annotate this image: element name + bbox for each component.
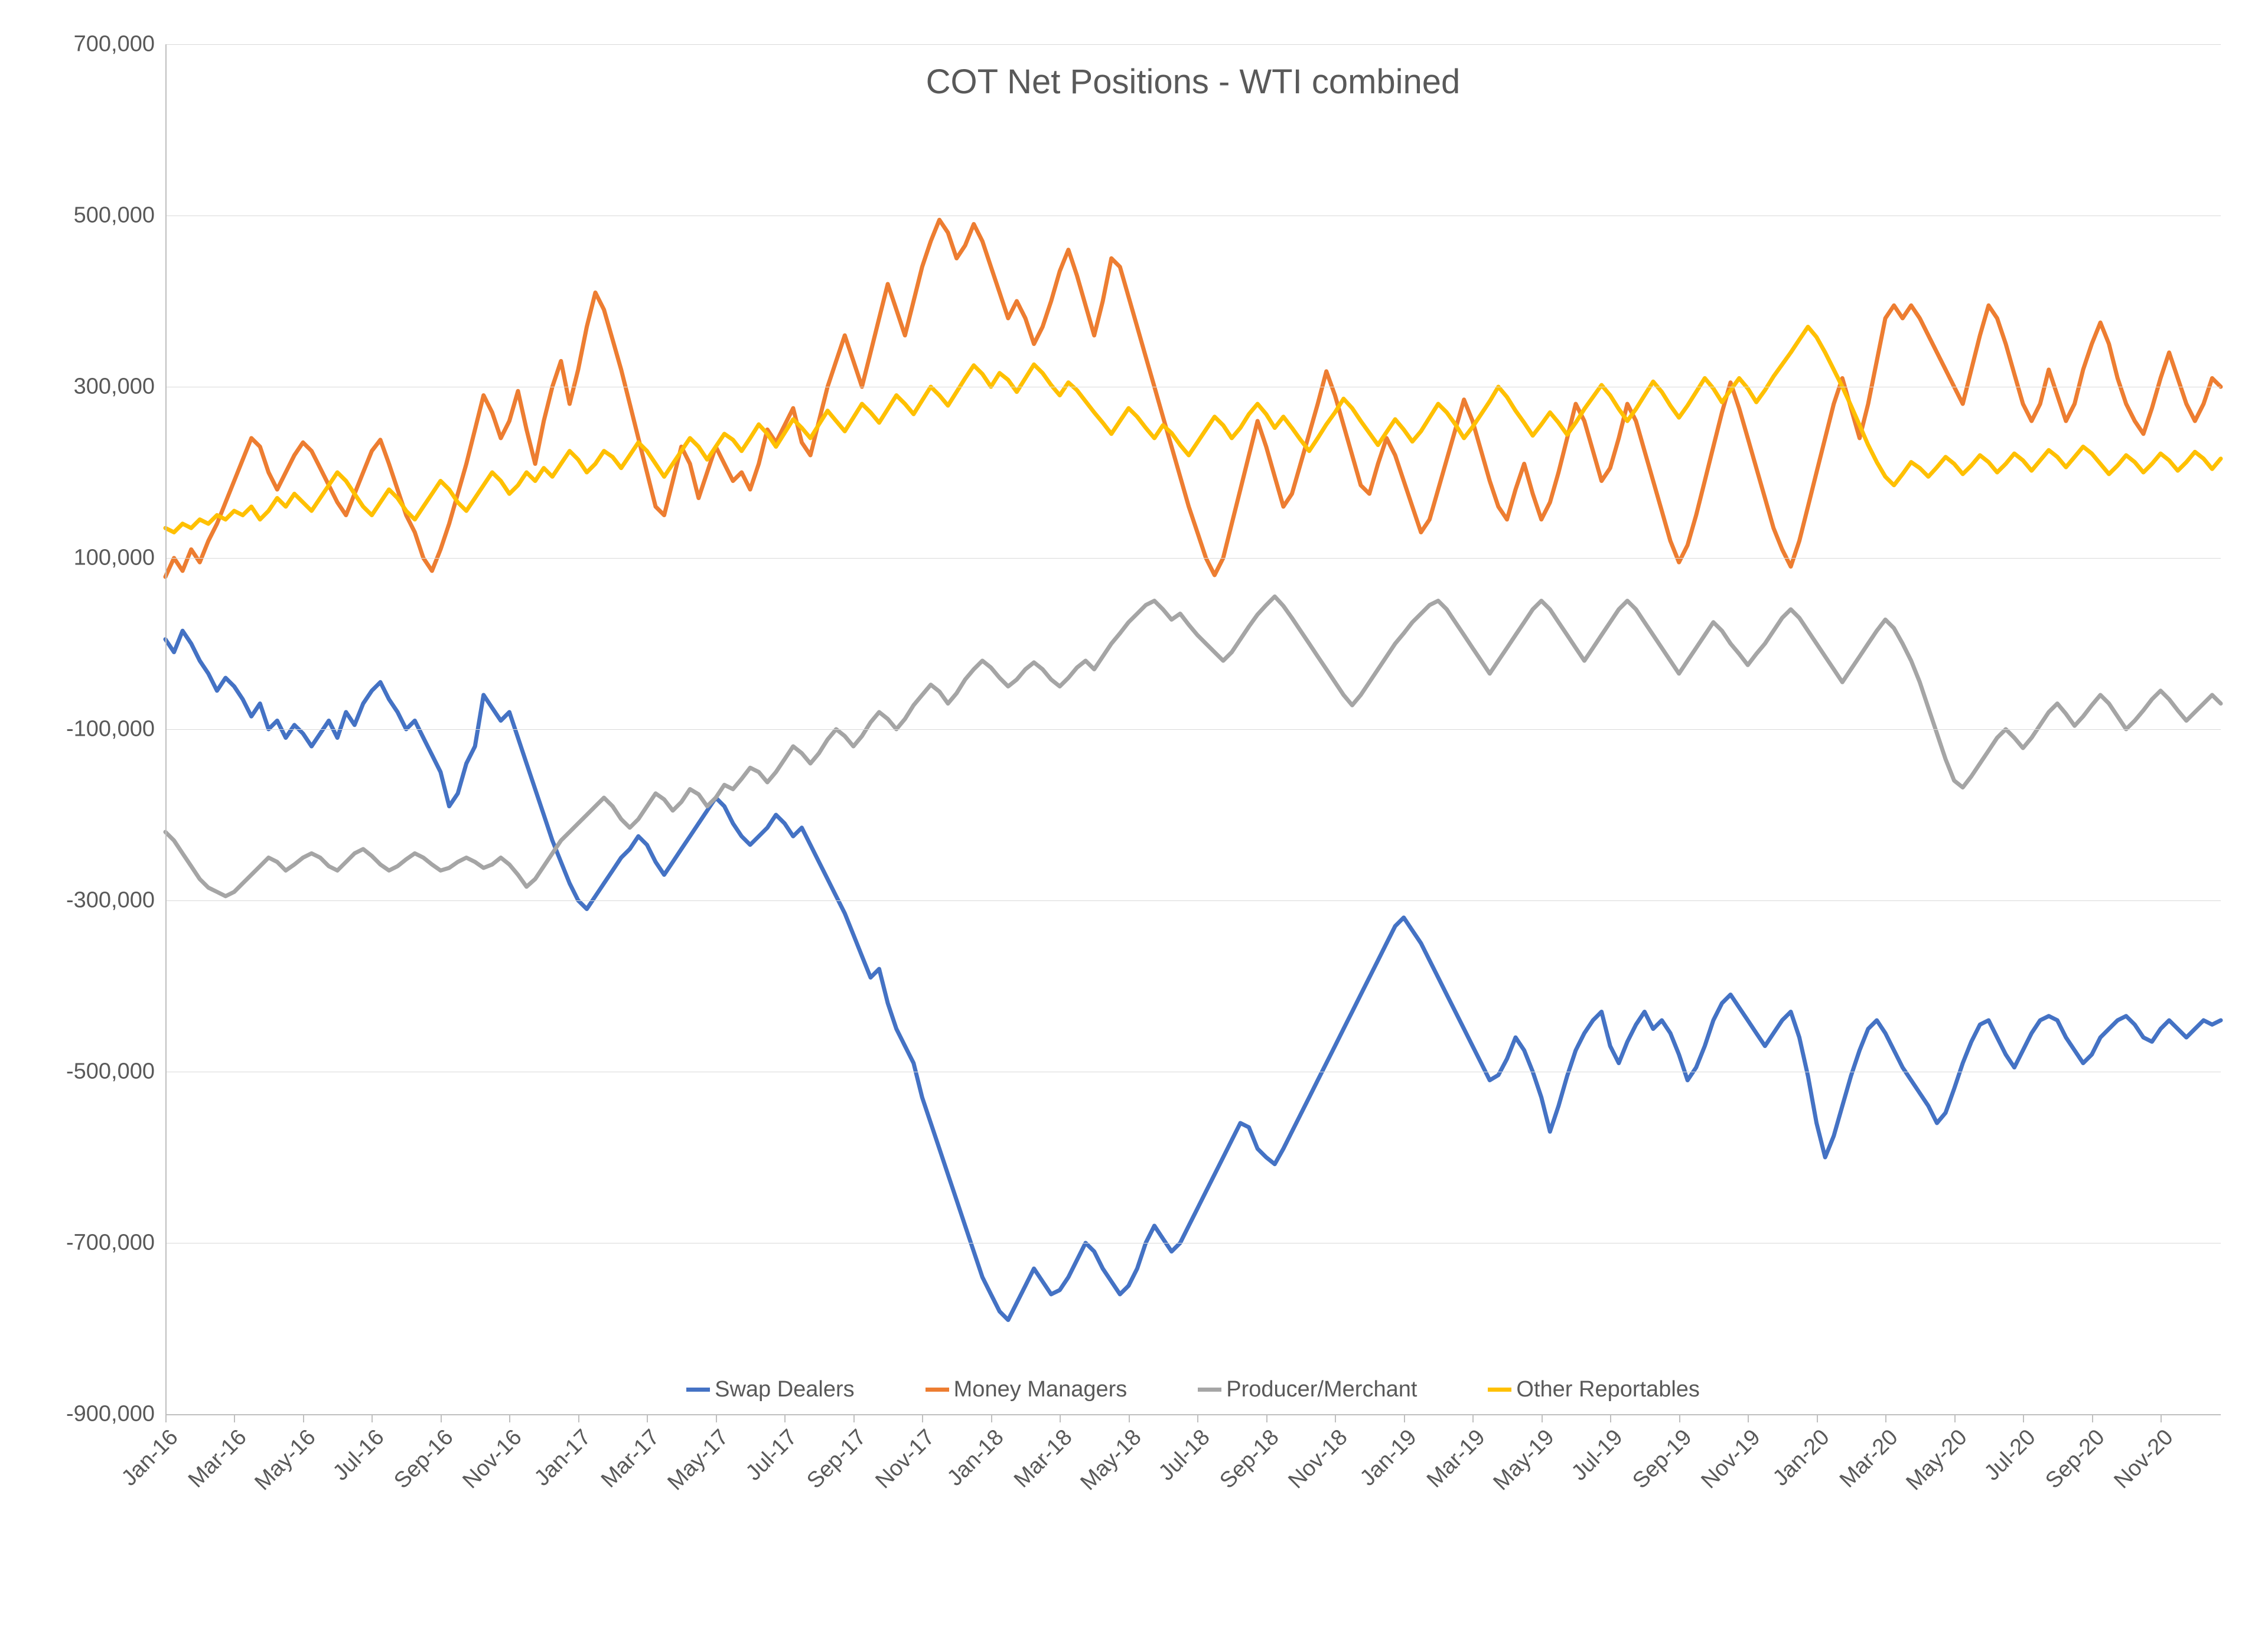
legend: Swap Dealers Money Managers Producer/Merch… xyxy=(0,1377,2221,1402)
x-tick xyxy=(1060,1414,1061,1422)
x-axis-label: Jan-17 xyxy=(530,1425,597,1491)
x-tick xyxy=(441,1414,442,1422)
x-axis-label: Mar-19 xyxy=(1422,1425,1491,1493)
x-tick xyxy=(716,1414,717,1422)
x-tick xyxy=(1129,1414,1130,1422)
x-axis-label: May-18 xyxy=(1076,1425,1146,1496)
x-axis-label: Mar-17 xyxy=(597,1425,665,1493)
x-tick xyxy=(853,1414,855,1422)
x-axis-label: Jul-18 xyxy=(1154,1425,1216,1486)
x-tick xyxy=(1954,1414,1956,1422)
x-tick xyxy=(1679,1414,1680,1422)
legend-item: Money Managers xyxy=(926,1377,1128,1402)
x-axis-label: Sep-19 xyxy=(1628,1425,1697,1494)
x-axis-label: Jan-19 xyxy=(1355,1425,1422,1491)
y-axis-label: -700,000 xyxy=(66,1231,165,1256)
x-tick xyxy=(1748,1414,1749,1422)
x-tick xyxy=(991,1414,992,1422)
x-tick xyxy=(1885,1414,1886,1422)
legend-swatch xyxy=(1488,1388,1511,1392)
x-tick xyxy=(509,1414,510,1422)
y-axis-label: 300,000 xyxy=(74,374,165,400)
x-tick xyxy=(1266,1414,1267,1422)
gridline xyxy=(165,44,2221,45)
legend-swatch xyxy=(1198,1388,1221,1392)
x-tick xyxy=(2023,1414,2024,1422)
x-tick xyxy=(784,1414,786,1422)
x-axis-label: Jan-20 xyxy=(1768,1425,1834,1491)
x-tick xyxy=(2161,1414,2162,1422)
x-axis-label: Nov-19 xyxy=(1697,1425,1766,1494)
x-tick xyxy=(1404,1414,1405,1422)
x-axis-label: Jul-20 xyxy=(1980,1425,2041,1486)
y-axis-label: -300,000 xyxy=(66,888,165,913)
x-tick xyxy=(1817,1414,1818,1422)
x-axis-label: Nov-18 xyxy=(1284,1425,1353,1494)
x-axis-label: Mar-18 xyxy=(1009,1425,1078,1493)
legend-swatch xyxy=(926,1388,949,1392)
x-axis-label: Jul-17 xyxy=(741,1425,803,1486)
legend-swatch xyxy=(686,1388,710,1392)
x-tick xyxy=(1542,1414,1543,1422)
legend-item: Swap Dealers xyxy=(686,1377,855,1402)
x-axis-label: May-17 xyxy=(663,1425,734,1496)
plot-area: -900,000-700,000-500,000-300,000-100,000… xyxy=(165,44,2221,1414)
y-axis-label: -900,000 xyxy=(66,1402,165,1427)
legend-label: Producer/Merchant xyxy=(1226,1377,1417,1402)
x-tick xyxy=(234,1414,235,1422)
series-line xyxy=(165,220,2221,577)
y-axis-label: 500,000 xyxy=(74,203,165,229)
x-axis-label: Jan-18 xyxy=(943,1425,1009,1491)
gridline xyxy=(165,900,2221,901)
x-axis-label: Nov-17 xyxy=(871,1425,940,1494)
x-axis-label: Sep-17 xyxy=(802,1425,871,1494)
gridline xyxy=(165,729,2221,730)
x-axis-label: Jul-16 xyxy=(328,1425,390,1486)
x-tick xyxy=(647,1414,648,1422)
x-tick xyxy=(165,1414,167,1422)
x-tick xyxy=(1610,1414,1611,1422)
x-tick xyxy=(1472,1414,1474,1422)
legend-item: Producer/Merchant xyxy=(1198,1377,1417,1402)
legend-label: Money Managers xyxy=(954,1377,1128,1402)
y-axis-label: -100,000 xyxy=(66,717,165,742)
x-axis-label: Nov-16 xyxy=(458,1425,527,1494)
x-axis-label: Sep-18 xyxy=(1215,1425,1284,1494)
x-axis-label: Mar-16 xyxy=(184,1425,252,1493)
gridline xyxy=(165,1414,2221,1415)
x-axis-label: May-16 xyxy=(250,1425,321,1496)
x-axis-label: May-19 xyxy=(1488,1425,1559,1496)
x-tick xyxy=(372,1414,373,1422)
y-axis-label: -500,000 xyxy=(66,1059,165,1085)
y-axis-line xyxy=(165,44,167,1414)
x-axis-label: Jul-19 xyxy=(1567,1425,1628,1486)
legend-label: Other Reportables xyxy=(1516,1377,1700,1402)
legend-label: Swap Dealers xyxy=(715,1377,855,1402)
y-axis-label: 100,000 xyxy=(74,546,165,571)
legend-item: Other Reportables xyxy=(1488,1377,1700,1402)
gridline xyxy=(165,558,2221,559)
x-tick xyxy=(922,1414,923,1422)
y-axis-label: 700,000 xyxy=(74,32,165,57)
x-axis-label: Nov-20 xyxy=(2109,1425,2178,1494)
x-tick xyxy=(2092,1414,2093,1422)
x-tick xyxy=(1197,1414,1198,1422)
series-line xyxy=(165,631,2221,1320)
x-axis-label: May-20 xyxy=(1901,1425,1972,1496)
x-axis-label: Mar-20 xyxy=(1835,1425,1904,1493)
x-axis-label: Jan-16 xyxy=(117,1425,184,1491)
cot-chart: COT Net Positions - WTI combined -900,00… xyxy=(0,0,2268,1645)
x-axis-label: Sep-16 xyxy=(389,1425,458,1494)
x-tick xyxy=(303,1414,304,1422)
x-tick xyxy=(1335,1414,1336,1422)
x-tick xyxy=(578,1414,579,1422)
x-axis-label: Sep-20 xyxy=(2041,1425,2110,1494)
